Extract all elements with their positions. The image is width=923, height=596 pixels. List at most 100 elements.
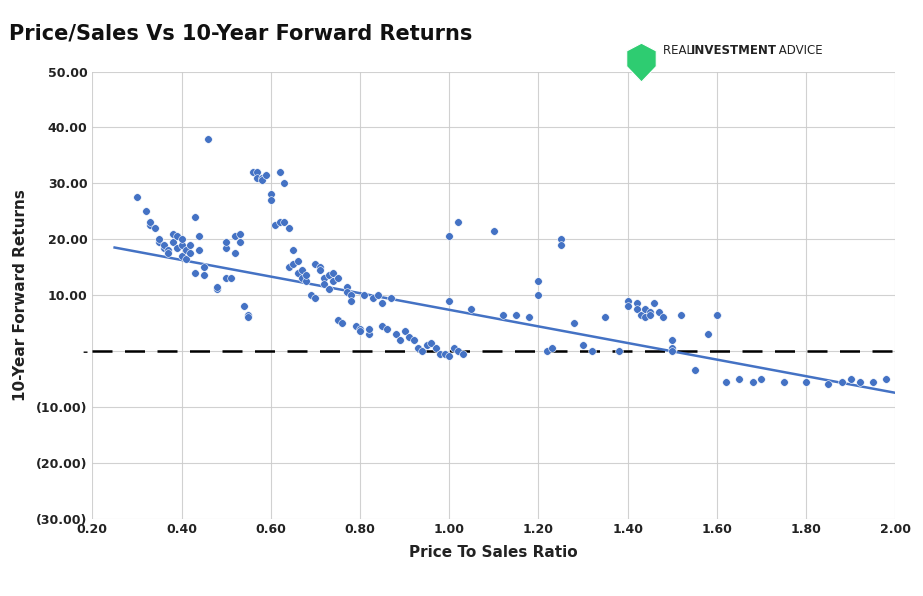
Point [343, 296, 358, 305]
Point [219, 274, 234, 283]
Point [258, 170, 273, 179]
Point [255, 173, 270, 182]
Point [611, 346, 626, 356]
Point [312, 265, 327, 275]
Point [197, 271, 211, 280]
Point [263, 190, 278, 199]
Point [183, 249, 198, 258]
Point [183, 240, 198, 250]
Point [241, 312, 256, 322]
Point [652, 307, 666, 316]
Point [665, 343, 679, 353]
Point [343, 290, 358, 300]
Point [286, 246, 301, 255]
Point [522, 312, 537, 322]
Point [317, 279, 331, 288]
Point [450, 346, 465, 356]
Point [821, 380, 836, 389]
Point [415, 346, 430, 356]
Point [294, 274, 309, 283]
Point [170, 243, 185, 252]
Point [357, 290, 372, 300]
Point [584, 346, 599, 356]
Point [165, 229, 180, 238]
Point [156, 240, 171, 250]
Point [509, 310, 523, 319]
Point [701, 330, 715, 339]
Point [620, 296, 635, 305]
Point [656, 312, 671, 322]
Point [187, 212, 202, 222]
Point [674, 310, 689, 319]
Point [151, 234, 166, 244]
Point [201, 134, 216, 143]
Point [272, 167, 287, 177]
Point [340, 282, 354, 291]
Text: ADVICE: ADVICE [775, 44, 823, 57]
Point [299, 271, 314, 280]
Point [424, 338, 438, 347]
Point [718, 377, 733, 386]
Point [419, 340, 434, 350]
Point [233, 237, 247, 247]
Point [647, 299, 662, 308]
Point [754, 374, 769, 384]
Point [433, 349, 448, 358]
Point [250, 167, 265, 177]
Point [442, 232, 457, 241]
X-axis label: Price To Sales Ratio: Price To Sales Ratio [410, 545, 578, 560]
Point [236, 302, 251, 311]
Point [629, 304, 644, 313]
Point [156, 243, 171, 252]
Point [174, 251, 189, 260]
Point [554, 234, 569, 244]
Point [629, 299, 644, 308]
Point [210, 285, 224, 294]
Point [317, 274, 331, 283]
Point [308, 259, 323, 269]
Y-axis label: 10-Year Forward Returns: 10-Year Forward Returns [13, 189, 28, 401]
Point [255, 176, 270, 185]
Point [161, 249, 175, 258]
Point [402, 332, 416, 342]
Point [178, 254, 193, 263]
Point [290, 257, 305, 266]
Point [223, 274, 238, 283]
Text: INVESTMENT: INVESTMENT [690, 44, 776, 57]
Point [638, 312, 653, 322]
Point [620, 302, 635, 311]
Point [277, 179, 292, 188]
Point [442, 352, 457, 361]
Point [366, 293, 380, 303]
Text: REAL: REAL [663, 44, 697, 57]
Point [340, 287, 354, 297]
Point [210, 282, 224, 291]
Point [362, 324, 377, 333]
Point [370, 290, 385, 300]
Point [192, 246, 207, 255]
Point [379, 324, 394, 333]
Point [406, 335, 421, 344]
Point [665, 346, 679, 356]
Point [348, 321, 363, 331]
Point [496, 310, 510, 319]
Point [464, 304, 479, 313]
Point [161, 246, 175, 255]
Point [272, 218, 287, 227]
Point [866, 377, 881, 386]
Point [326, 268, 341, 277]
Point [665, 335, 679, 344]
Point [246, 167, 260, 177]
Point [294, 265, 309, 275]
Point [375, 299, 390, 308]
Point [362, 330, 377, 339]
Point [233, 229, 247, 238]
Point [219, 243, 234, 252]
Point [165, 237, 180, 247]
Point [531, 277, 545, 286]
Point [299, 277, 314, 286]
Point [540, 346, 555, 356]
Point [642, 307, 657, 316]
Point [290, 268, 305, 277]
Point [228, 232, 243, 241]
